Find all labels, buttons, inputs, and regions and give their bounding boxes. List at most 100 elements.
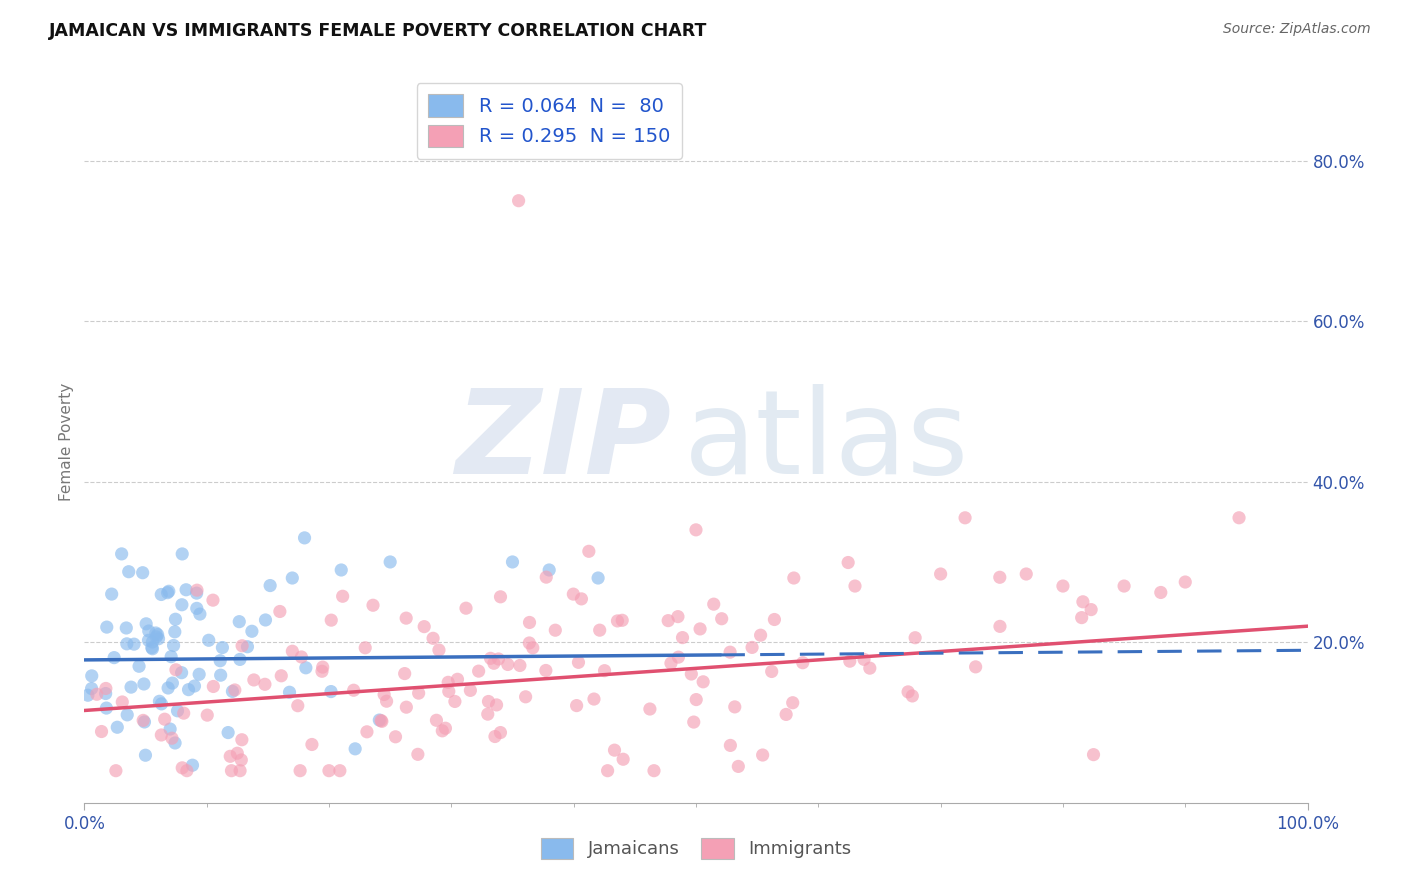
Point bbox=[603, 743, 626, 757]
Point bbox=[682, 714, 704, 729]
Legend: Jamaicans, Immigrants: Jamaicans, Immigrants bbox=[533, 830, 859, 866]
Point bbox=[221, 684, 243, 698]
Point bbox=[692, 674, 714, 689]
Point bbox=[174, 582, 197, 597]
Point bbox=[727, 759, 749, 773]
Point bbox=[186, 601, 208, 615]
Point bbox=[150, 697, 173, 711]
Point bbox=[188, 607, 211, 621]
Point bbox=[612, 613, 634, 627]
Point bbox=[1080, 602, 1102, 616]
Point bbox=[685, 692, 707, 706]
Point bbox=[162, 676, 184, 690]
Point bbox=[287, 698, 309, 713]
Point bbox=[311, 665, 333, 679]
Point bbox=[718, 739, 741, 753]
Point bbox=[77, 688, 100, 702]
Point bbox=[422, 632, 444, 646]
Point bbox=[437, 684, 460, 698]
Point bbox=[406, 747, 429, 762]
Point bbox=[162, 639, 184, 653]
Point bbox=[666, 609, 689, 624]
Point bbox=[567, 656, 589, 670]
Point bbox=[496, 657, 519, 672]
Point bbox=[288, 764, 311, 778]
Point bbox=[281, 571, 304, 585]
Point bbox=[685, 523, 707, 537]
Point bbox=[534, 664, 557, 678]
Point bbox=[243, 673, 266, 687]
Point bbox=[361, 599, 384, 613]
Point bbox=[571, 591, 593, 606]
Point bbox=[432, 723, 454, 738]
Point bbox=[115, 637, 138, 651]
Point bbox=[427, 643, 450, 657]
Point bbox=[290, 650, 312, 665]
Point bbox=[211, 640, 233, 655]
Point bbox=[1150, 585, 1173, 599]
Point bbox=[1174, 574, 1197, 589]
Point bbox=[321, 613, 343, 627]
Point bbox=[489, 590, 512, 604]
Point bbox=[103, 650, 125, 665]
Point bbox=[596, 764, 619, 778]
Point bbox=[183, 679, 205, 693]
Point bbox=[163, 624, 186, 639]
Point bbox=[689, 622, 711, 636]
Point bbox=[538, 563, 561, 577]
Point bbox=[90, 724, 112, 739]
Point bbox=[141, 635, 163, 649]
Point bbox=[201, 593, 224, 607]
Point bbox=[195, 708, 218, 723]
Point bbox=[236, 640, 259, 654]
Point bbox=[294, 531, 316, 545]
Point bbox=[221, 764, 243, 778]
Point bbox=[479, 651, 502, 665]
Point bbox=[1015, 567, 1038, 582]
Point bbox=[761, 665, 783, 679]
Point bbox=[1070, 610, 1092, 624]
Point bbox=[226, 746, 249, 760]
Text: atlas: atlas bbox=[683, 384, 969, 499]
Point bbox=[172, 761, 194, 775]
Point bbox=[165, 612, 187, 626]
Point bbox=[488, 652, 510, 666]
Point bbox=[217, 725, 239, 739]
Point bbox=[502, 555, 524, 569]
Point bbox=[659, 656, 682, 670]
Point bbox=[897, 685, 920, 699]
Point bbox=[153, 712, 176, 726]
Point bbox=[94, 681, 117, 696]
Point bbox=[80, 681, 103, 696]
Point bbox=[901, 689, 924, 703]
Point bbox=[209, 668, 232, 682]
Point bbox=[853, 652, 876, 666]
Point bbox=[343, 683, 366, 698]
Point bbox=[437, 675, 460, 690]
Point bbox=[332, 589, 354, 603]
Point bbox=[368, 713, 391, 727]
Point bbox=[165, 736, 187, 750]
Point bbox=[741, 640, 763, 655]
Point bbox=[371, 714, 394, 729]
Point bbox=[219, 749, 242, 764]
Point bbox=[170, 665, 193, 680]
Text: JAMAICAN VS IMMIGRANTS FEMALE POVERTY CORRELATION CHART: JAMAICAN VS IMMIGRANTS FEMALE POVERTY CO… bbox=[49, 22, 707, 40]
Point bbox=[837, 556, 859, 570]
Point bbox=[775, 707, 797, 722]
Point bbox=[724, 699, 747, 714]
Point bbox=[253, 677, 276, 691]
Point bbox=[173, 706, 195, 721]
Point bbox=[141, 641, 163, 656]
Point bbox=[517, 636, 540, 650]
Point bbox=[489, 725, 512, 739]
Point bbox=[356, 724, 378, 739]
Point bbox=[229, 652, 252, 666]
Point bbox=[150, 587, 173, 601]
Point bbox=[148, 694, 170, 708]
Point bbox=[484, 730, 506, 744]
Point bbox=[319, 684, 342, 698]
Point bbox=[1227, 510, 1250, 524]
Point bbox=[344, 741, 367, 756]
Point bbox=[477, 694, 499, 708]
